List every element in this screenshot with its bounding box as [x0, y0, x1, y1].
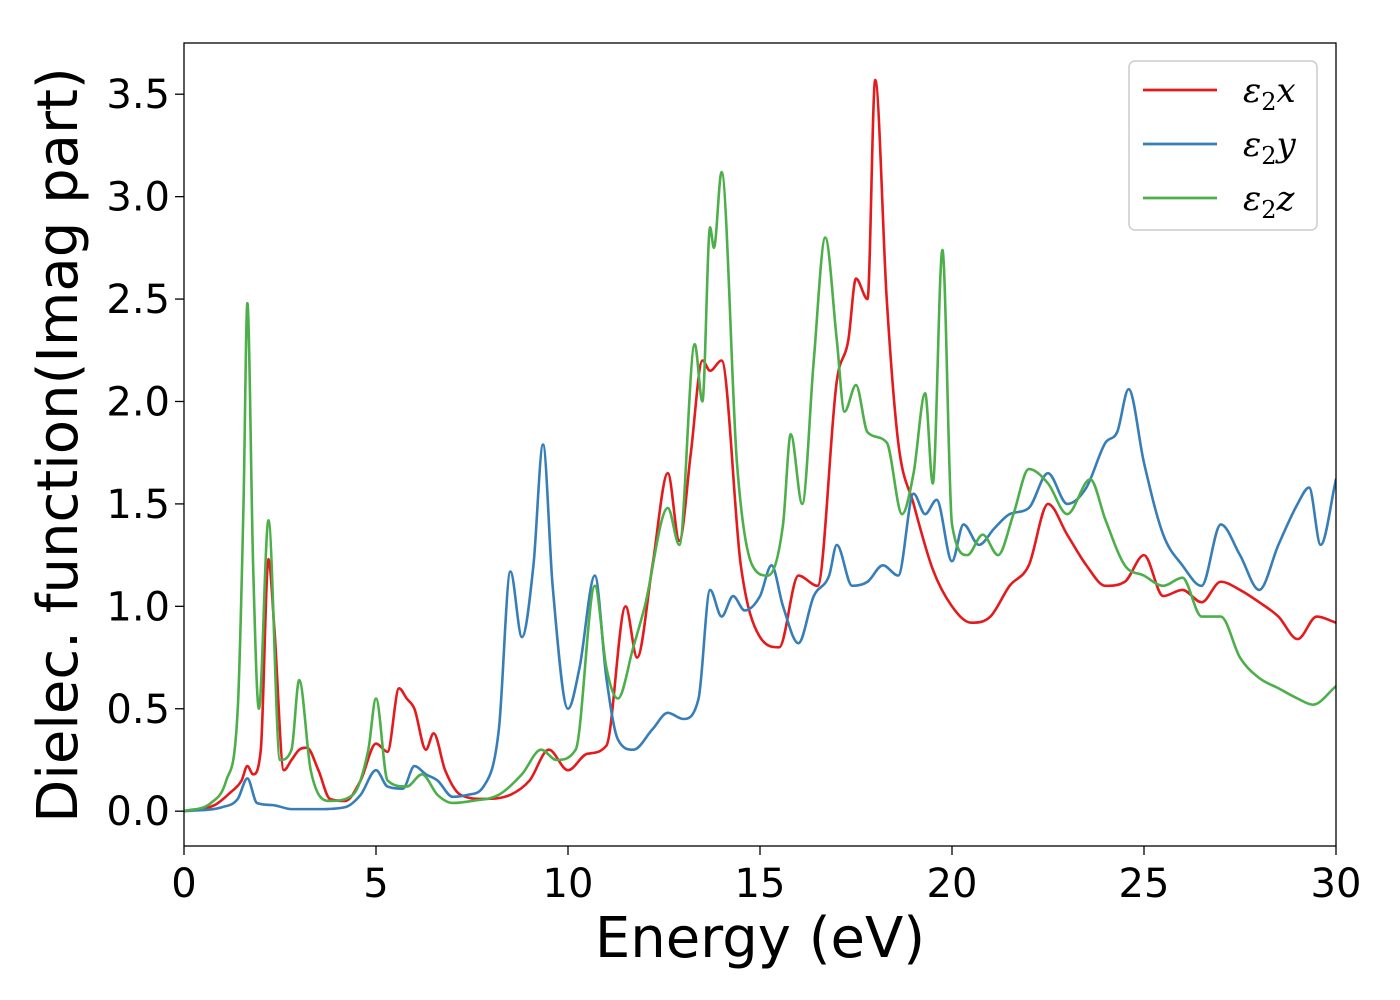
legend-label-x: ε2x	[1243, 71, 1296, 116]
y-tick-label: 0.0	[106, 789, 170, 835]
series-line-y	[184, 387, 1336, 813]
legend-label-y: ε2y	[1243, 125, 1297, 170]
x-tick-label: 20	[927, 861, 978, 907]
x-tick-label: 5	[363, 861, 388, 907]
y-tick-label: 1.0	[106, 584, 170, 630]
legend: ε2x ε2y ε2z	[1128, 60, 1318, 231]
x-tick-label: 15	[735, 861, 786, 907]
x-tick-label: 10	[543, 861, 594, 907]
y-axis-label: Dielec. function(Imag part)	[26, 67, 91, 823]
series-layer	[184, 78, 1336, 813]
x-axis-label: Energy (eV)	[595, 906, 925, 971]
y-tick-label: 0.5	[106, 687, 170, 733]
x-tick-label: 0	[171, 861, 196, 907]
y-tick-label: 3.0	[106, 175, 170, 221]
x-tick-label: 25	[1119, 861, 1170, 907]
y-tick-label: 2.0	[106, 379, 170, 425]
x-axis: 0 5 10 15 20 25 30	[171, 846, 1361, 907]
legend-label-z: ε2z	[1243, 179, 1296, 224]
y-axis: 0.0 0.5 1.0 1.5 2.0 2.5 3.0 3.5	[106, 72, 184, 835]
y-tick-label: 2.5	[106, 277, 170, 323]
legend-box	[1128, 60, 1318, 231]
y-tick-label: 1.5	[106, 482, 170, 528]
x-tick-label: 30	[1311, 861, 1362, 907]
y-tick-label: 3.5	[106, 72, 170, 118]
series-line-z	[184, 170, 1336, 813]
